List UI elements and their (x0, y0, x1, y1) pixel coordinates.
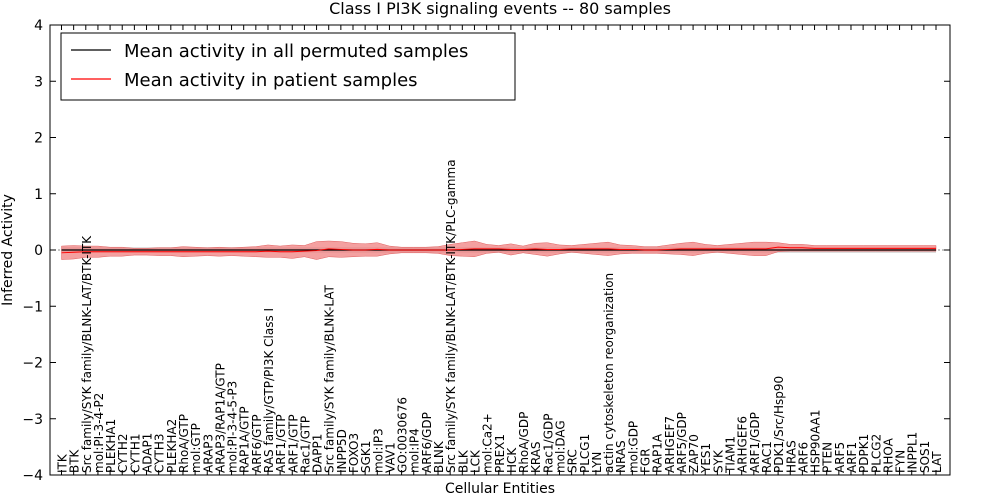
x-tick-label: ARF1/GTP (286, 414, 300, 473)
x-tick-label: PLCG1 (578, 434, 592, 473)
x-tick-label: BLNK (432, 440, 446, 473)
x-tick-label: mol:DAG (553, 420, 567, 473)
x-tick-label: mol:GTP (189, 423, 203, 473)
y-axis-label: Inferred Activity (0, 194, 16, 306)
x-tick-label: VAV1 (383, 442, 397, 473)
x-tick-label: RhoA/GDP (517, 412, 531, 473)
x-tick-label: BTK (68, 448, 82, 473)
x-tick-label: PTEN (821, 442, 835, 473)
x-tick-label: mol:Ca2+ (481, 413, 495, 473)
x-tick-label: Src family/SYK family/BLNK-LAT/BTK-ITK (80, 235, 94, 473)
x-tick-label: FYN (894, 450, 908, 473)
x-tick-label: ARF6/GDP (420, 412, 434, 473)
x-tick-label: NRAS (614, 440, 628, 473)
y-tick-label: −1 (22, 299, 43, 315)
y-tick-label: 1 (34, 187, 43, 203)
x-tick-label: mol:IP4 (408, 428, 422, 473)
x-tick-label: ARF5/GDP (675, 412, 689, 473)
x-tick-label: LCK (468, 449, 482, 473)
x-tick-label: LAT (930, 451, 944, 473)
x-tick-label: KRAS (529, 441, 543, 473)
x-tick-label: SOS1 (918, 441, 932, 473)
y-tick-label: 3 (34, 74, 43, 90)
x-tick-label: RAP1A (651, 433, 665, 473)
x-tick-label: ARF5 (833, 442, 847, 473)
x-tick-label: PLCG2 (869, 434, 883, 473)
x-tick-label: ARHGEF7 (663, 416, 677, 473)
x-tick-label: PDPK1 (857, 434, 871, 473)
y-axis: 4 3 2 1 0 −1 −2 −3 −4 (22, 18, 950, 484)
chart-title: Class I PI3K signaling events -- 80 samp… (329, 0, 671, 18)
x-tick-label: Rac1/GTP (298, 416, 312, 473)
x-tick-label: ARHGEF6 (736, 416, 750, 473)
x-tick-label: SYK (711, 449, 725, 473)
x-tick-label: FOXO3 (347, 433, 361, 473)
x-tick-label: RhoA/GTP (177, 414, 191, 473)
x-tick-label: ARF6/GTP (250, 414, 264, 473)
x-tick-label: BLK (456, 449, 470, 473)
x-tick-label: CYTH1 (128, 434, 142, 474)
y-tick-label: −4 (22, 468, 43, 484)
x-tick-label: mol:PI-3-4-5-P3 (226, 381, 240, 473)
x-tick-label: SRC (566, 449, 580, 473)
x-tick-label: HSP90AA1 (809, 409, 823, 473)
x-axis-label: Cellular Entities (445, 481, 555, 497)
y-tick-label: −2 (22, 356, 43, 372)
x-tick-label: SGK1 (359, 441, 373, 473)
x-tick-label: ARAP3 (201, 434, 215, 473)
x-tick-label: RAS family/GTP/PI3K Class I (262, 308, 276, 473)
y-tick-label: 4 (34, 18, 43, 34)
x-tick-label: PDK1/Src/Hsp90 (772, 376, 786, 473)
x-tick-label: actin cytoskeleton reorganization (602, 273, 616, 473)
x-tick-label: LYN (590, 452, 604, 473)
x-tick-label: PREX1 (493, 434, 507, 473)
x-tick-label: Rac1/GDP (541, 414, 555, 473)
y-tick-label: 2 (34, 131, 43, 147)
x-tick-label: FGR (639, 448, 653, 473)
x-tick-label: PLEKHA1 (104, 419, 118, 473)
x-tick-label: TIAM1 (724, 436, 738, 474)
series-line-patient (61, 246, 936, 254)
legend-label-patient: Mean activity in patient samples (124, 70, 418, 91)
x-tick-label: RAC1 (760, 441, 774, 473)
x-tick-label: mol:GDP (626, 421, 640, 473)
x-tick-label: DAPP1 (311, 434, 325, 473)
x-tick-label: mol:IP3 (371, 428, 385, 473)
x-tick-label: RHOA (881, 437, 895, 473)
x-tick-label: Src family/SYK family/BLNK-LAT/BTK-ITK/P… (444, 159, 458, 473)
x-tick-label: YES1 (699, 443, 713, 474)
x-tick-label: RAP1A/GTP (238, 406, 252, 473)
x-tick-label: Src family/SYK family/BLNK-LAT (323, 284, 337, 473)
x-tick-label: ZAP70 (687, 434, 701, 473)
legend: Mean activity in all permuted samples Me… (60, 32, 516, 101)
x-tick-label: ARF1/GTP (274, 414, 288, 473)
x-tick-label: INPP5D (335, 429, 349, 473)
x-tick-label: HRAS (784, 440, 798, 473)
x-tick-label: mol:PI-3-4-P2 (92, 393, 106, 473)
x-tick-label: ARF6 (796, 442, 810, 473)
x-tick-label: ITK (56, 453, 70, 473)
legend-label-permuted: Mean activity in all permuted samples (124, 41, 468, 62)
x-tick-label: ADAP1 (141, 433, 155, 473)
x-tick-label: ARF1 (845, 442, 859, 473)
x-tick-label: ARF1/GDP (748, 412, 762, 473)
x-tick-label: HCK (505, 447, 519, 473)
x-tick-label: INPPL1 (906, 432, 920, 473)
x-tick-label: PLEKHA2 (165, 419, 179, 473)
x-tick-label: CYTH2 (116, 434, 130, 474)
x-tick-label: GO:0030676 (396, 397, 410, 473)
series-lines (50, 246, 950, 254)
y-tick-label: −3 (22, 412, 43, 428)
y-tick-label: 0 (34, 243, 43, 259)
x-tick-label: ARAP3/RAP1A/GTP (213, 363, 227, 473)
x-tick-label: CYTH3 (153, 434, 167, 474)
legend-box (60, 32, 516, 101)
